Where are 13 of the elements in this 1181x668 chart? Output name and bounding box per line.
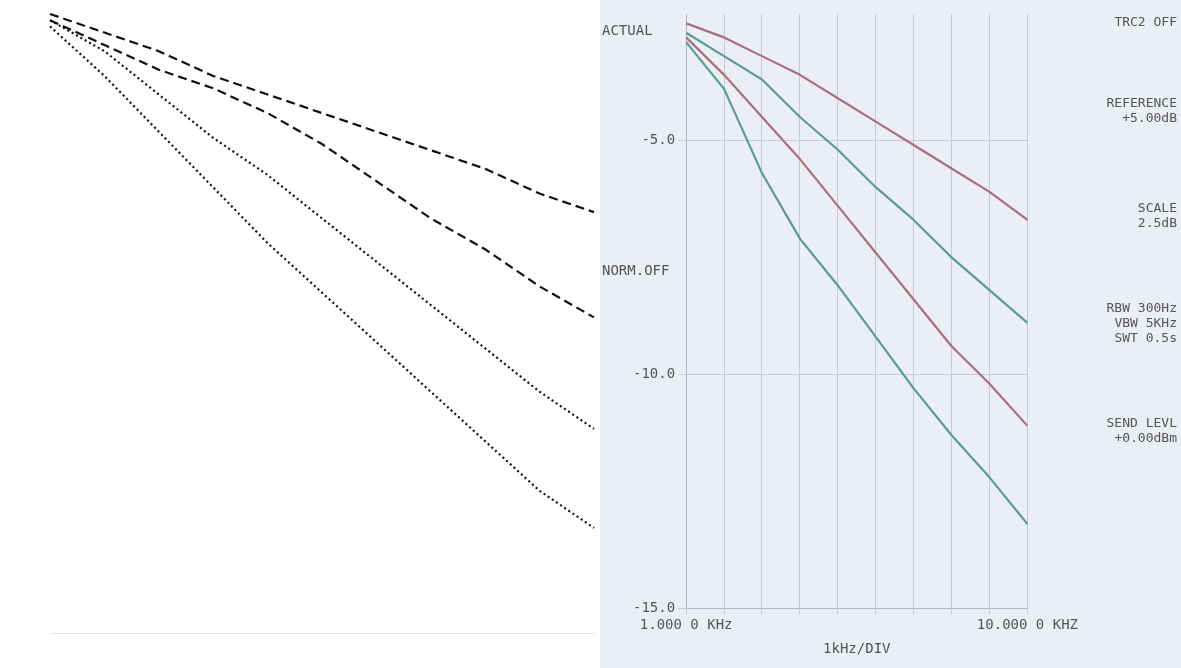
y-tick-label: -15.0: [632, 599, 676, 616]
x-tick-label: 10.000 0 KHZ: [976, 616, 1079, 633]
x-axis-title: 1kHz/DIV: [823, 640, 892, 657]
text: SCALE 2.5dB: [1137, 200, 1177, 230]
x-tick-label: 1.000 0 KHz: [639, 616, 733, 633]
text: ACTUAL: [602, 22, 653, 38]
text: TRC2 OFF: [1114, 14, 1177, 29]
y-tick-label: -5.0: [641, 131, 676, 148]
text: SEND LEVL +0.00dBm: [1106, 415, 1177, 445]
text: NORM.OFF: [602, 262, 670, 278]
text: RBW 300Hz VBW 5KHz SWT 0.5s: [1106, 300, 1177, 345]
text: REFERENCE +5.00dB: [1106, 95, 1177, 125]
y-tick-label: -10.0: [632, 365, 676, 382]
